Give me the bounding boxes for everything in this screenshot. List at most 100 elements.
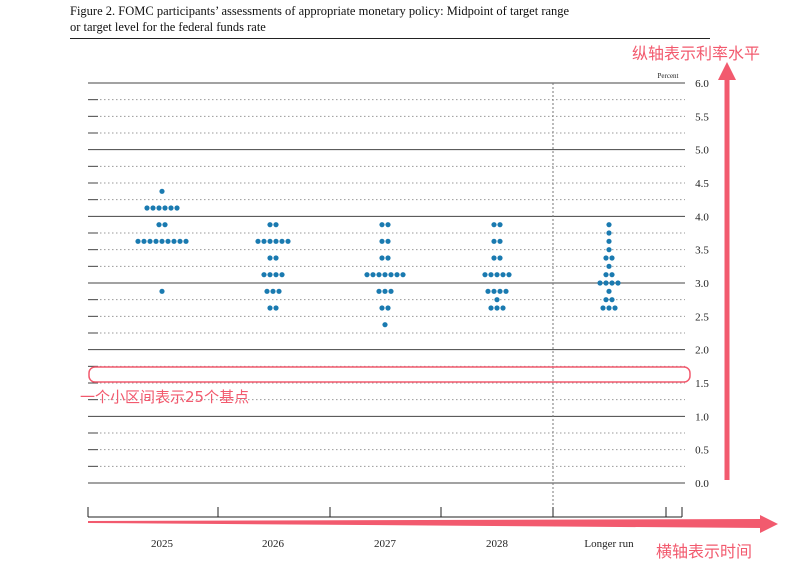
dot-longer-run [606, 222, 612, 228]
dot-2026 [264, 288, 270, 294]
dot-2026 [279, 238, 285, 244]
dot-2026 [255, 238, 261, 244]
dot-longer-run [615, 280, 621, 286]
dot-2027 [376, 272, 382, 278]
y-tick-label: 4.5 [695, 178, 709, 190]
x-tick-label: 2026 [262, 538, 285, 550]
y-tick-label: 2.0 [695, 345, 709, 357]
dot-2026 [273, 305, 279, 311]
dot-2025 [150, 205, 156, 211]
x-tick-label: 2025 [151, 538, 174, 550]
y-tick-label: 1.5 [695, 378, 709, 390]
y-tick-label: 3.0 [695, 278, 709, 290]
dot-2028 [491, 288, 497, 294]
y-tick-label: 2.5 [695, 311, 709, 323]
dot-2027 [394, 272, 400, 278]
dot-longer-run [612, 305, 618, 311]
dot-2026 [261, 238, 267, 244]
y-tick-label: 5.5 [695, 111, 709, 123]
dot-longer-run [609, 297, 615, 303]
dot-2027 [376, 288, 382, 294]
dot-longer-run [603, 255, 609, 261]
dot-2028 [488, 272, 494, 278]
dot-2028 [491, 222, 497, 228]
dot-2027 [382, 322, 388, 328]
dot-2025 [135, 238, 141, 244]
x-tick-label: 2028 [486, 538, 509, 550]
dot-2028 [485, 288, 491, 294]
dot-2026 [267, 222, 273, 228]
dot-longer-run [603, 297, 609, 303]
dot-2028 [494, 297, 500, 303]
dot-2025 [153, 238, 159, 244]
dot-2027 [385, 255, 391, 261]
dot-2028 [497, 288, 503, 294]
dot-2026 [273, 255, 279, 261]
dot-2025 [171, 238, 177, 244]
dot-2027 [385, 238, 391, 244]
dot-2026 [261, 272, 267, 278]
dot-2025 [177, 238, 183, 244]
dot-2025 [147, 238, 153, 244]
x-axis-annotation: 横轴表示时间 [656, 542, 753, 561]
interval-highlight-box [88, 366, 691, 383]
dot-2027 [379, 305, 385, 311]
interval-annotation: 一个小区间表示25个基点 [80, 388, 250, 406]
dot-longer-run [606, 238, 612, 244]
dot-longer-run [609, 255, 615, 261]
x-arrow-head-icon [760, 515, 778, 533]
dot-2026 [276, 288, 282, 294]
dot-2028 [482, 272, 488, 278]
dot-2028 [497, 255, 503, 261]
dot-2028 [506, 272, 512, 278]
dot-2025 [144, 205, 150, 211]
dot-longer-run [597, 280, 603, 286]
dot-longer-run [603, 272, 609, 278]
y-arrow-head-icon [718, 62, 736, 80]
dot-2026 [267, 238, 273, 244]
y-axis-annotation: 纵轴表示利率水平 [632, 44, 761, 63]
dot-2027 [385, 305, 391, 311]
y-tick-label: 1.0 [695, 411, 709, 423]
dot-2028 [500, 272, 506, 278]
dot-2025 [156, 222, 162, 228]
dot-2028 [488, 305, 494, 311]
dot-2027 [370, 272, 376, 278]
dot-longer-run [606, 230, 612, 236]
dot-2025 [174, 205, 180, 211]
figure-title: Figure 2. FOMC participants’ assessments… [70, 3, 690, 35]
dot-2028 [500, 305, 506, 311]
title-rule [70, 38, 710, 39]
dot-longer-run [606, 288, 612, 294]
dot-2026 [285, 238, 291, 244]
dot-longer-run [609, 280, 615, 286]
dot-2028 [497, 222, 503, 228]
y-tick-label: 0.0 [695, 478, 709, 490]
dot-2025 [159, 288, 165, 294]
dot-2027 [379, 238, 385, 244]
x-tick-label: Longer run [584, 538, 634, 550]
y-tick-label: 4.0 [695, 211, 709, 223]
dot-2026 [273, 222, 279, 228]
dot-2027 [400, 272, 406, 278]
dot-2027 [385, 222, 391, 228]
dot-2026 [273, 272, 279, 278]
dot-longer-run [606, 263, 612, 269]
x-tick-label: 2027 [374, 538, 397, 550]
dot-2027 [388, 288, 394, 294]
dot-2027 [379, 222, 385, 228]
dot-2026 [267, 255, 273, 261]
dot-2025 [162, 205, 168, 211]
dot-2026 [270, 288, 276, 294]
dot-longer-run [609, 272, 615, 278]
title-line-2: or target level for the federal funds ra… [70, 20, 266, 34]
dot-2027 [382, 288, 388, 294]
y-tick-label: 3.5 [695, 245, 709, 257]
y-tick-label: 6.0 [695, 78, 709, 90]
dot-2025 [165, 238, 171, 244]
dot-2028 [494, 305, 500, 311]
dot-2026 [267, 305, 273, 311]
y-axis-label: Percent [658, 72, 679, 80]
dot-2025 [159, 188, 165, 194]
